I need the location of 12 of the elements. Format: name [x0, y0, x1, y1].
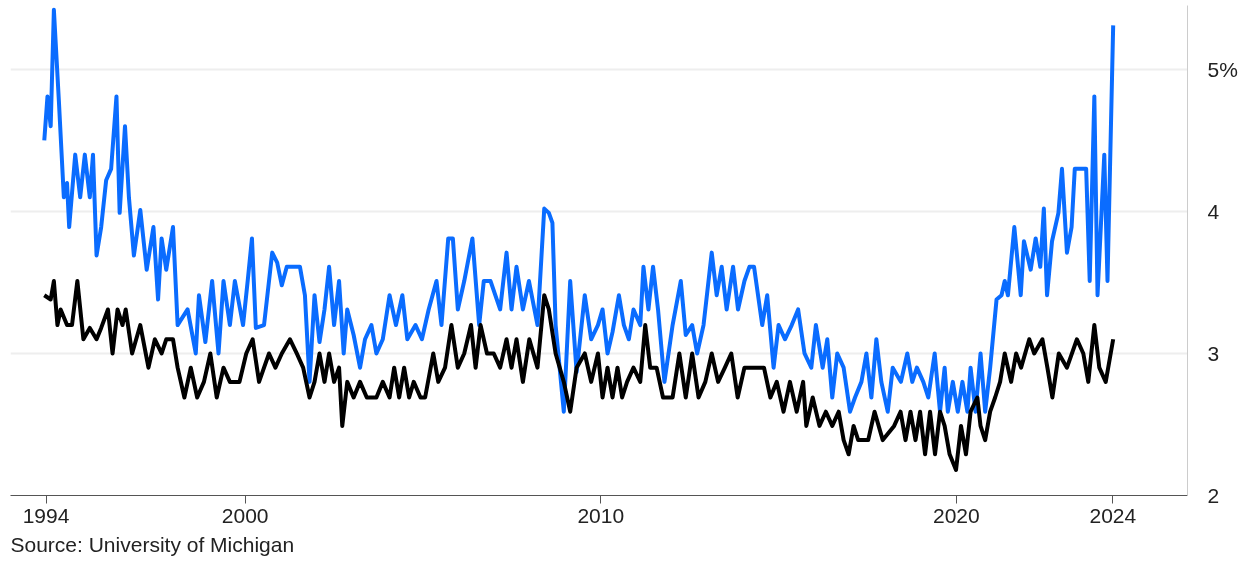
- x-tick-label: 2024: [1089, 503, 1137, 527]
- y-tick-label: 2: [1207, 484, 1220, 507]
- x-tick-label: 2020: [933, 503, 980, 527]
- x-tick-label: 2010: [577, 503, 625, 527]
- source-note: Source: University of Michigan: [10, 532, 295, 556]
- x-tick-label: 2000: [221, 503, 269, 527]
- y-tick-label: 5%: [1207, 57, 1238, 81]
- y-tick-label: 4: [1207, 199, 1220, 223]
- x-tick-label: 1994: [22, 503, 70, 527]
- line-series: [42, 279, 1116, 472]
- line-series: [42, 7, 1116, 414]
- y-tick-label: 3: [1207, 341, 1220, 365]
